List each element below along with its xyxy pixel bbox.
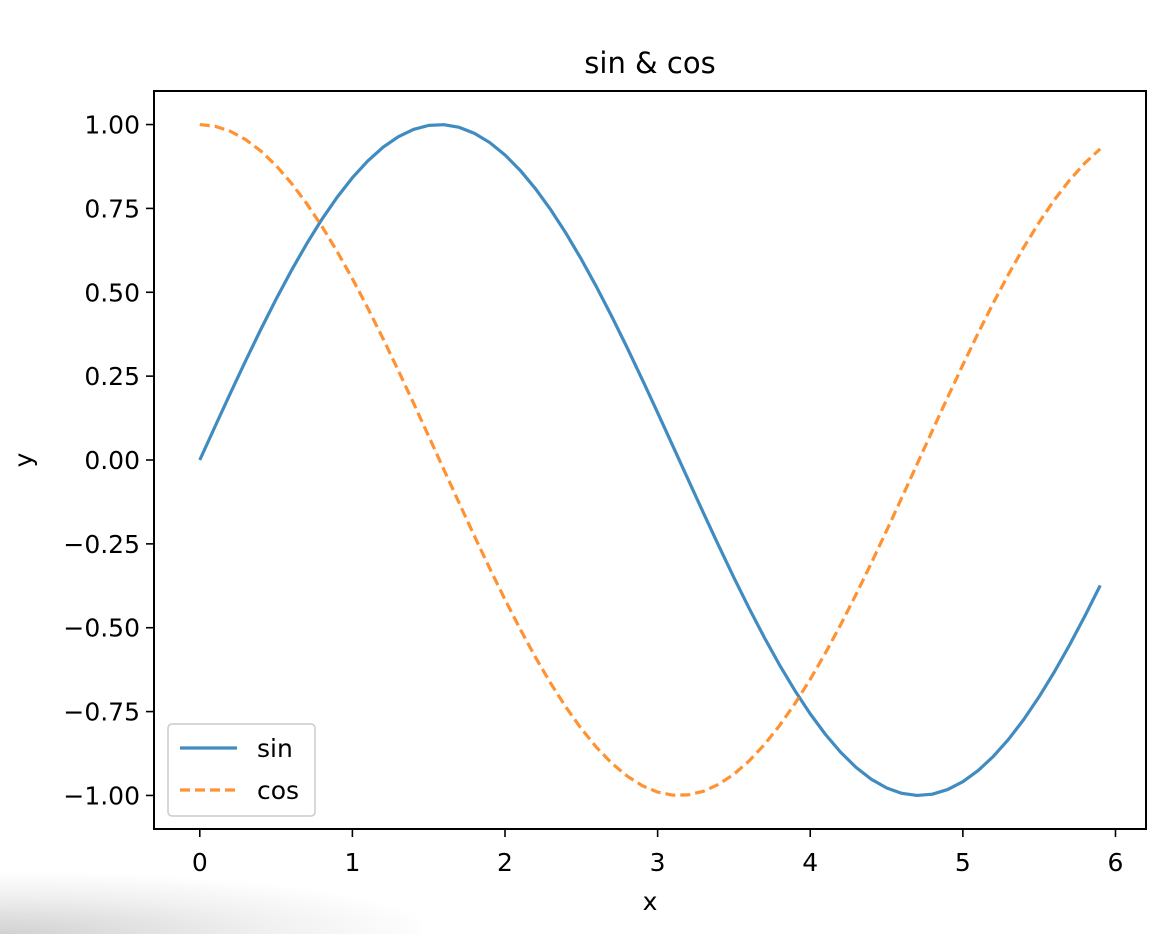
y-tick-label: −0.50 (63, 614, 140, 643)
x-tick-label: 1 (344, 848, 360, 877)
x-tick-label: 4 (802, 848, 818, 877)
y-tick-label: −1.00 (63, 781, 140, 810)
x-tick-label: 2 (497, 848, 513, 877)
y-tick-label: 0.75 (84, 194, 140, 223)
series-layer (198, 122, 1102, 798)
x-tick-label: 6 (1108, 848, 1124, 877)
series-line-cos (199, 122, 1102, 797)
y-tick-label: 1.00 (84, 111, 140, 140)
y-axis-ticks: 1.00 0.75 0.50 0.25 0.00 −0.25 −0.50 −0.75 −1.00 (63, 111, 154, 810)
y-tick-label: −0.75 (63, 698, 140, 727)
y-tick-label: 0.50 (84, 278, 140, 307)
legend-label-cos: cos (257, 776, 299, 805)
x-tick-label: 5 (955, 848, 971, 877)
x-axis-ticks: 0 1 2 3 4 5 6 (192, 829, 1124, 877)
series-line-sin (198, 123, 1102, 798)
x-axis-label: x (643, 887, 658, 916)
y-tick-label: −0.25 (63, 530, 140, 559)
x-tick-label: 0 (192, 848, 208, 877)
chart-title: sin & cos (584, 46, 715, 80)
legend: sin cos (167, 723, 316, 817)
y-tick-label: 0.00 (84, 446, 140, 475)
legend-label-sin: sin (257, 734, 293, 763)
plot-frame (153, 90, 1147, 830)
x-tick-label: 3 (650, 848, 666, 877)
y-tick-label: 0.25 (84, 362, 140, 391)
y-axis-label: y (9, 452, 38, 467)
